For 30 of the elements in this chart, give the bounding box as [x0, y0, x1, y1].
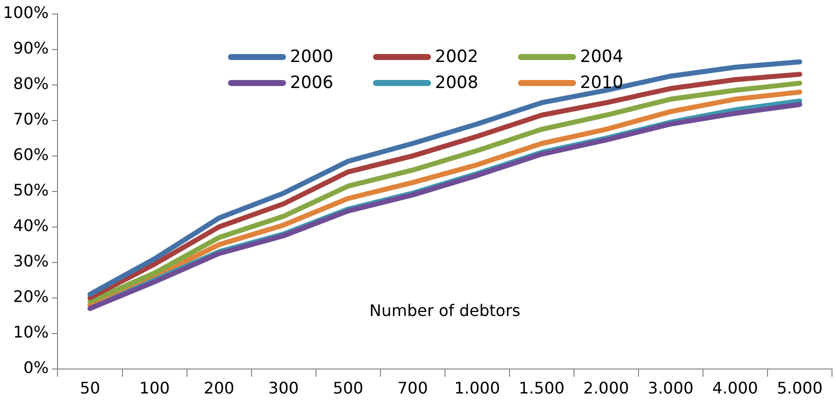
legend-label: 2006: [290, 73, 334, 93]
y-tick-label: 100%: [2, 3, 49, 22]
y-tick-label: 20%: [13, 286, 49, 306]
legend-label: 2002: [435, 47, 478, 67]
y-tick-label: 60%: [13, 145, 49, 164]
x-tick-label: 50: [80, 378, 100, 398]
y-tick-label: 90%: [13, 38, 49, 58]
legend-label: 2000: [290, 47, 334, 67]
y-tick-label: 40%: [13, 216, 49, 236]
y-tick-label: 10%: [13, 322, 49, 342]
y-tick-label: 50%: [13, 180, 49, 200]
x-tick-label: 300: [268, 378, 299, 398]
x-tick-label: 3.000: [648, 378, 694, 398]
y-tick-label: 0%: [23, 358, 49, 377]
y-tick-label: 30%: [13, 252, 49, 271]
legend-label: 2004: [580, 47, 624, 67]
y-tick-label: 70%: [13, 110, 49, 129]
x-tick-label: 500: [332, 378, 364, 398]
x-tick-label: 5.000: [776, 378, 823, 398]
x-tick-label: 100: [139, 378, 170, 398]
legend-label: 2008: [435, 73, 478, 93]
legend-label: 2010: [580, 73, 624, 93]
y-tick-label: 80%: [13, 74, 49, 94]
x-tick-label: 2.000: [583, 378, 630, 398]
x-tick-label: 700: [397, 378, 428, 398]
x-tick-label: 1.000: [454, 378, 500, 398]
x-tick-label: 1.500: [518, 378, 565, 398]
x-tick-label: 200: [204, 378, 234, 398]
x-tick-label: 4.000: [712, 378, 758, 398]
x-axis-title: Number of debtors: [369, 301, 520, 320]
